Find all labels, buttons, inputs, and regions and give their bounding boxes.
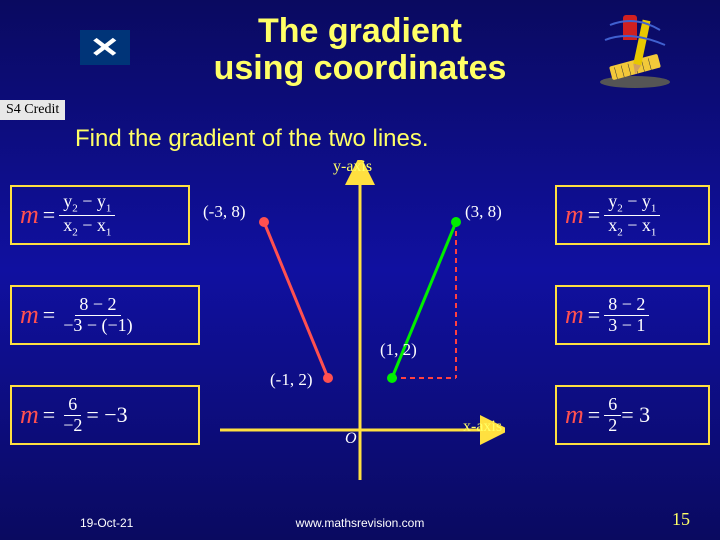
coord-1-2: (1, 2) [380, 340, 417, 360]
level-badge: S4 Credit [0, 100, 65, 120]
denominator: 3 − 1 [604, 316, 649, 336]
footer-page-number: 15 [672, 509, 690, 530]
stationery-clipart-icon [590, 10, 680, 90]
formula-right-2: m = 8 − 2 3 − 1 [555, 285, 710, 345]
m-var: m [565, 200, 584, 230]
denominator: −3 − (−1) [59, 316, 136, 336]
m-var: m [565, 300, 584, 330]
equals: = [43, 302, 55, 328]
m-var: m [565, 400, 584, 430]
denominator: −2 [59, 416, 86, 436]
result: = −3 [86, 402, 127, 428]
formula-right-1: m = y2 − y1 x2 − x1 [555, 185, 710, 245]
slide-subtitle: Find the gradient of the two lines. [75, 125, 429, 153]
fraction: 8 − 2 3 − 1 [604, 295, 649, 336]
origin-label: O [345, 430, 357, 448]
point-neg3-8 [259, 217, 269, 227]
denominator: x2 − x1 [604, 216, 660, 239]
result: = 3 [621, 402, 650, 428]
point-3-8 [451, 217, 461, 227]
title-line-2: using coordinates [214, 49, 507, 87]
formula-right-3: m = 6 2 = 3 [555, 385, 710, 445]
equals: = [588, 302, 600, 328]
scotland-flag-icon [80, 30, 130, 65]
equals: = [588, 202, 600, 228]
fraction: y2 − y1 x2 − x1 [604, 192, 660, 238]
numerator: y2 − y1 [59, 192, 115, 216]
footer-url: www.mathsrevision.com [296, 516, 425, 530]
denominator: 2 [604, 416, 621, 436]
denominator: x2 − x1 [59, 216, 115, 239]
coordinate-chart: y-axis x-axis O (-3, 8) (-1, 2) (3, 8) (… [215, 160, 505, 490]
formula-left-2: m = 8 − 2 −3 − (−1) [10, 285, 200, 345]
formula-left-1: m = y2 − y1 x2 − x1 [10, 185, 190, 245]
equals: = [43, 202, 55, 228]
numerator: 6 [64, 395, 81, 416]
point-1-2 [387, 373, 397, 383]
numerator: 8 − 2 [604, 295, 649, 316]
x-axis-label: x-axis [463, 418, 502, 436]
footer-date: 19-Oct-21 [80, 516, 133, 530]
equals: = [43, 402, 55, 428]
m-var: m [20, 300, 39, 330]
fraction: 6 2 [604, 395, 621, 436]
slide-header: The gradient using coordinates [0, 0, 720, 100]
m-var: m [20, 400, 39, 430]
coord-neg1-2: (-1, 2) [270, 370, 312, 390]
numerator: y2 − y1 [604, 192, 660, 216]
formula-left-3: m = 6 −2 = −3 [10, 385, 200, 445]
coord-neg3-8: (-3, 8) [203, 202, 245, 222]
point-neg1-2 [323, 373, 333, 383]
title-line-1: The gradient [258, 12, 462, 50]
line-red [264, 222, 328, 378]
numerator: 8 − 2 [75, 295, 120, 316]
fraction: 6 −2 [59, 395, 86, 436]
m-var: m [20, 200, 39, 230]
numerator: 6 [604, 395, 621, 416]
coord-3-8: (3, 8) [465, 202, 502, 222]
equals: = [588, 402, 600, 428]
y-axis-label: y-axis [333, 158, 372, 176]
fraction: 8 − 2 −3 − (−1) [59, 295, 136, 336]
fraction: y2 − y1 x2 − x1 [59, 192, 115, 238]
chart-svg [215, 160, 505, 490]
